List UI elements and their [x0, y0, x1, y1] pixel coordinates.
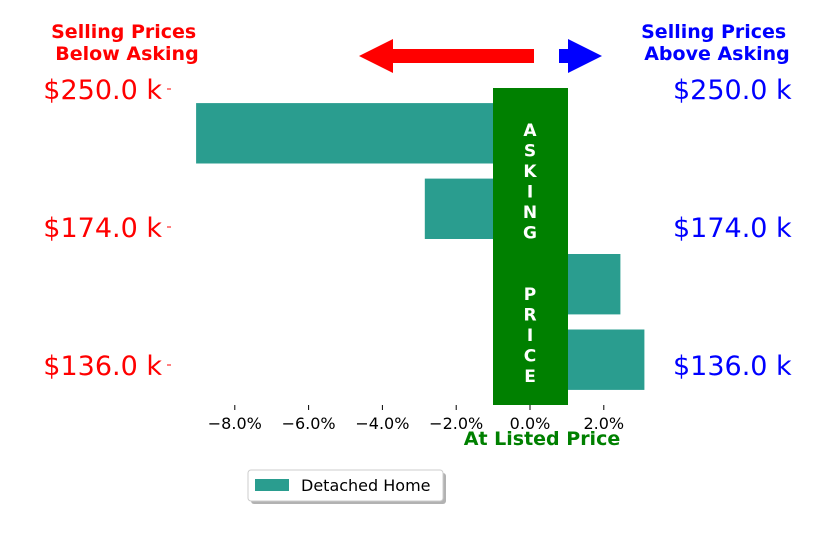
- x-tick-label-5: 2.0%: [583, 414, 624, 433]
- x-tick-label-1: −6.0%: [282, 414, 336, 433]
- asking-price-band: [493, 88, 568, 405]
- band-char-4: N: [523, 203, 537, 223]
- price-label-right-mid: $174.0 k: [673, 213, 792, 244]
- x-tick-label-0: −8.0%: [208, 414, 262, 433]
- x-tick-label-4: 0.0%: [510, 414, 551, 433]
- legend-label: Detached Home: [301, 476, 431, 495]
- band-char-7: [527, 265, 533, 285]
- band-char-10: I: [527, 326, 533, 346]
- title-right-line2: Above Asking: [644, 43, 790, 65]
- band-char-9: R: [523, 306, 536, 326]
- title-right-line1: Selling Prices: [641, 21, 786, 43]
- price-label-left-low: $136.0 k: [43, 351, 162, 382]
- legend: Detached Home: [247, 469, 446, 504]
- band-char-8: P: [524, 285, 536, 305]
- band-char-1: S: [524, 142, 536, 162]
- legend-box: [247, 469, 444, 502]
- price-label-left-high: $250.0 k: [43, 75, 162, 106]
- band-char-5: G: [523, 224, 537, 244]
- x-tick-label-2: −4.0%: [355, 414, 409, 433]
- arrow-left-icon: [359, 39, 534, 73]
- band-char-11: C: [524, 347, 536, 367]
- title-left: Selling Prices Below Asking: [51, 21, 203, 65]
- band-char-0: A: [523, 121, 537, 141]
- x-axis-label: At Listed Price: [464, 428, 620, 450]
- band-char-12: E: [524, 367, 536, 387]
- band-char-6: [527, 244, 533, 264]
- bar-3: [196, 103, 530, 164]
- price-label-right-low: $136.0 k: [673, 351, 792, 382]
- price-label-left-mid: $174.0 k: [43, 213, 162, 244]
- title-left-line1: Selling Prices: [51, 21, 196, 43]
- bars-group: [196, 103, 645, 390]
- price-label-right-high: $250.0 k: [673, 75, 792, 106]
- band-char-2: K: [523, 162, 537, 182]
- x-tick-label-3: −2.0%: [429, 414, 483, 433]
- title-left-line2: Below Asking: [55, 43, 198, 65]
- band-char-3: I: [527, 183, 533, 203]
- x-axis: −8.0% −6.0% −4.0% −2.0% 0.0% 2.0%: [208, 405, 624, 433]
- arrow-right-icon: [559, 39, 602, 73]
- title-right: Selling Prices Above Asking: [641, 21, 793, 65]
- legend-swatch: [255, 479, 289, 491]
